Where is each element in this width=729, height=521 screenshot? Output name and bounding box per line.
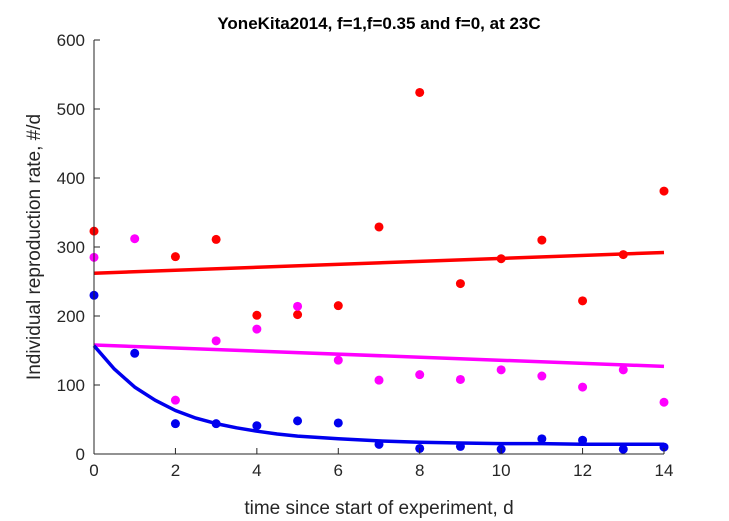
x-tick-label: 0 xyxy=(89,461,98,480)
data-point xyxy=(537,371,547,381)
series-0 xyxy=(89,87,669,320)
y-axis-label: Individual reproduction rate, #/d xyxy=(24,114,45,380)
fit-line xyxy=(93,250,665,275)
y-tick-label: 0 xyxy=(76,445,85,464)
data-point xyxy=(293,416,303,426)
data-point xyxy=(293,301,303,311)
x-tick-label: 14 xyxy=(655,461,674,480)
data-point xyxy=(578,382,588,392)
data-point xyxy=(333,418,343,428)
data-point xyxy=(415,370,425,380)
data-point xyxy=(333,301,343,311)
data-point xyxy=(252,421,262,431)
data-point xyxy=(455,279,465,289)
data-point xyxy=(415,87,425,97)
data-point xyxy=(618,365,628,375)
data-point xyxy=(374,375,384,385)
series-2 xyxy=(89,290,669,454)
y-tick-label: 400 xyxy=(57,169,85,188)
plot-area xyxy=(89,87,669,454)
data-point xyxy=(659,442,669,452)
data-point xyxy=(130,348,140,358)
data-point xyxy=(333,355,343,365)
data-point xyxy=(496,254,506,264)
data-point xyxy=(170,419,180,429)
data-point xyxy=(211,336,221,346)
ticks: 0 2 4 6 8 10 12 14 0 100 200 300 400 500 600 xyxy=(57,31,674,480)
data-point xyxy=(537,235,547,245)
data-point xyxy=(618,250,628,260)
x-tick-label: 12 xyxy=(573,461,592,480)
fit-line xyxy=(92,344,664,447)
x-tick-label: 10 xyxy=(492,461,511,480)
x-tick-label: 8 xyxy=(415,461,424,480)
data-point xyxy=(578,296,588,306)
y-tick-label: 500 xyxy=(57,100,85,119)
data-point xyxy=(170,395,180,405)
fit-line xyxy=(93,343,665,369)
data-point xyxy=(211,419,221,429)
x-tick-label: 2 xyxy=(171,461,180,480)
y-tick-label: 300 xyxy=(57,238,85,257)
chart-title: YoneKita2014, f=1,f=0.35 and f=0, at 23C xyxy=(217,14,540,33)
data-point xyxy=(455,441,465,451)
y-tick-label: 100 xyxy=(57,376,85,395)
x-tick-label: 4 xyxy=(252,461,261,480)
data-point xyxy=(659,186,669,196)
y-tick-label: 200 xyxy=(57,307,85,326)
data-point xyxy=(374,222,384,232)
series-1 xyxy=(89,234,669,407)
data-point xyxy=(537,434,547,444)
data-point xyxy=(618,444,628,454)
y-tick-label: 600 xyxy=(57,31,85,50)
data-point xyxy=(496,365,506,375)
data-point xyxy=(252,324,262,334)
data-point xyxy=(211,234,221,244)
data-point xyxy=(252,310,262,320)
data-point xyxy=(578,435,588,445)
data-point xyxy=(374,439,384,449)
x-axis-label: time since start of experiment, d xyxy=(244,498,513,519)
data-point xyxy=(130,234,140,244)
data-point xyxy=(170,252,180,262)
data-point xyxy=(455,374,465,384)
x-tick-label: 6 xyxy=(334,461,343,480)
data-point xyxy=(659,397,669,407)
data-point xyxy=(293,310,303,320)
